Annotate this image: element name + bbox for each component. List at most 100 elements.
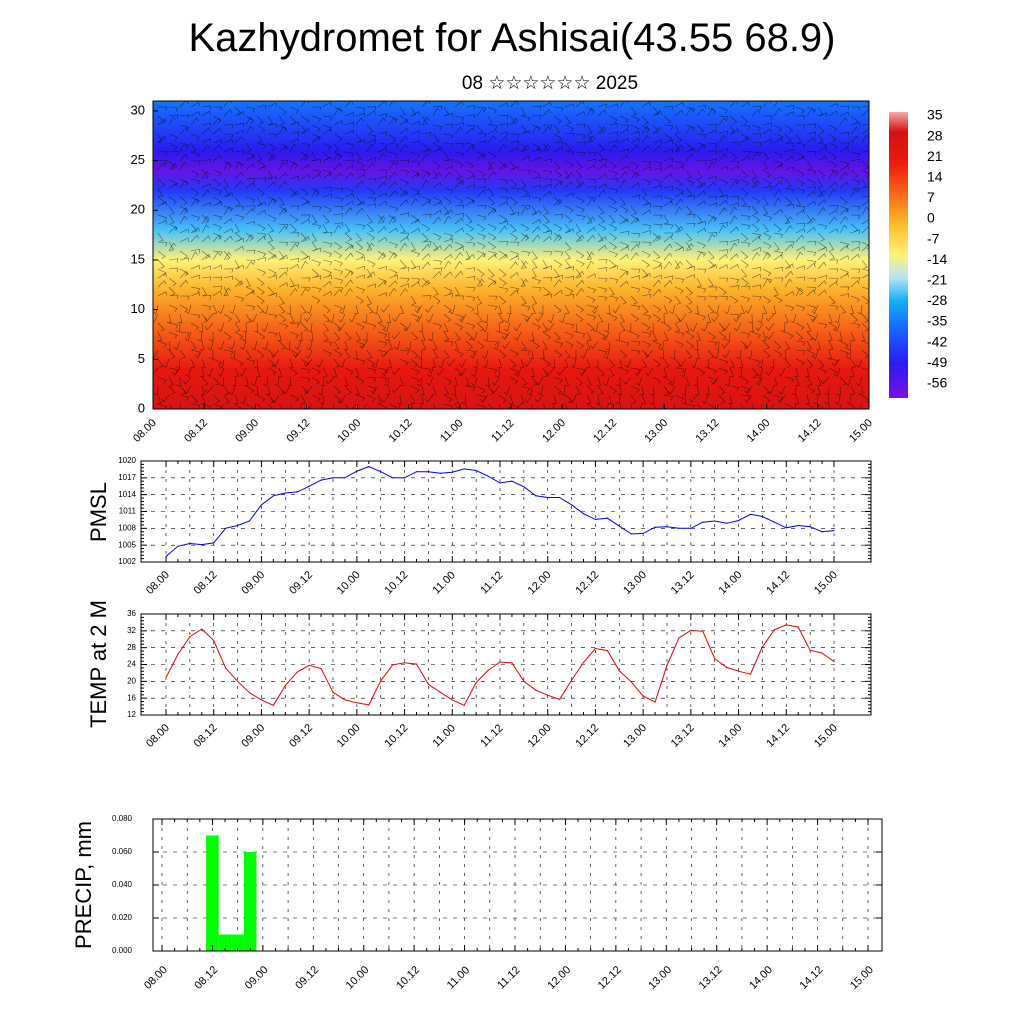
- wind-barb: [415, 313, 423, 323]
- wind-barb: [806, 331, 814, 341]
- wind-barb: [850, 169, 859, 179]
- wind-barb: [762, 385, 771, 395]
- wind-barb: [575, 169, 583, 179]
- wind-barb: [454, 142, 465, 148]
- wind-barb: [553, 385, 562, 394]
- data-point: [451, 471, 453, 473]
- wind-barb: [509, 223, 517, 233]
- wind-barb: [333, 349, 343, 358]
- wind-barb: [482, 358, 489, 369]
- data-point: [630, 681, 632, 683]
- wind-barb: [410, 376, 420, 384]
- wind-barb: [718, 222, 729, 227]
- data-point: [714, 658, 716, 660]
- wind-barb: [212, 358, 222, 366]
- wind-barb: [619, 367, 629, 375]
- wind-barb: [744, 385, 753, 395]
- data-point: [284, 492, 286, 494]
- wind-barb: [767, 385, 775, 395]
- wind-barb: [795, 169, 805, 178]
- wind-barb: [366, 187, 376, 196]
- wind-barb: [465, 376, 470, 386]
- wind-barb: [311, 124, 321, 133]
- wind-barb: [575, 279, 585, 288]
- wind-barb: [296, 313, 302, 324]
- data-point: [773, 629, 776, 631]
- wind-barb: [399, 304, 405, 314]
- wind-barb: [355, 376, 365, 385]
- wind-barb: [520, 277, 526, 287]
- wind-barb: [179, 349, 186, 359]
- wind-barb: [509, 367, 519, 376]
- wind-barb: [204, 385, 214, 394]
- wind-barb: [740, 150, 751, 156]
- wind-barb: [597, 313, 604, 323]
- wind-barb: [839, 255, 849, 261]
- wind-barb: [168, 196, 178, 205]
- wind-barb: [570, 358, 577, 369]
- wind-barb: [652, 178, 662, 186]
- wind-barb: [157, 178, 166, 188]
- wind-barb: [388, 287, 397, 297]
- wind-barb: [828, 295, 836, 305]
- wind-barb: [410, 172, 420, 180]
- wind-barb: [778, 367, 786, 377]
- wind-barb: [304, 403, 313, 409]
- wind-barb: [626, 322, 632, 333]
- wind-barb: [212, 304, 218, 314]
- wind-barb: [685, 241, 692, 251]
- wind-barb: [223, 218, 233, 225]
- data-point: [248, 692, 251, 694]
- wind-barb: [190, 111, 200, 117]
- wind-barb: [630, 217, 640, 225]
- wind-barb: [740, 331, 751, 338]
- wind-barb: [586, 403, 596, 409]
- data-point: [404, 477, 406, 479]
- wind-barb: [740, 285, 751, 290]
- temp-series-line: [165, 624, 835, 706]
- wind-barb: [751, 133, 762, 138]
- wind-barb: [674, 178, 683, 187]
- wind-barb: [762, 122, 773, 127]
- wind-barb: [542, 158, 553, 163]
- y-tick-label: 36: [127, 609, 136, 618]
- wind-barb: [465, 385, 476, 392]
- data-point: [738, 670, 740, 672]
- wind-barb: [157, 280, 167, 288]
- wind-barb: [256, 201, 266, 207]
- wind-barb: [245, 205, 256, 210]
- wind-barb: [762, 169, 772, 178]
- wind-barb: [845, 376, 852, 387]
- wind-barb: [417, 376, 423, 387]
- wind-barb: [377, 214, 385, 224]
- wind-barb: [751, 109, 761, 117]
- wind-barb: [311, 115, 322, 123]
- wind-barb: [603, 349, 610, 360]
- wind-barb: [535, 376, 544, 386]
- wind-barb: [725, 331, 731, 342]
- wind-barb: [817, 247, 827, 252]
- wind-barb: [383, 322, 390, 333]
- wind-barb: [531, 196, 542, 203]
- wind-barb: [391, 331, 401, 340]
- wind-barb: [718, 106, 728, 114]
- wind-barb: [850, 313, 859, 323]
- wind-barb: [729, 128, 739, 135]
- wind-barb: [245, 178, 256, 183]
- wind-barb: [663, 185, 674, 191]
- wind-barb: [861, 226, 869, 234]
- wind-barb: [846, 340, 852, 351]
- wind-barb: [608, 367, 615, 377]
- wind-barb: [333, 286, 344, 292]
- wind-barb: [543, 124, 553, 129]
- wind-barb: [366, 259, 376, 268]
- wind-barb: [795, 155, 805, 162]
- wind-barb: [366, 304, 374, 314]
- wind-barb: [465, 250, 471, 260]
- wind-barb: [641, 268, 649, 278]
- wind-barb: [861, 268, 869, 275]
- wind-barb: [289, 214, 299, 223]
- wind-barb: [773, 137, 783, 144]
